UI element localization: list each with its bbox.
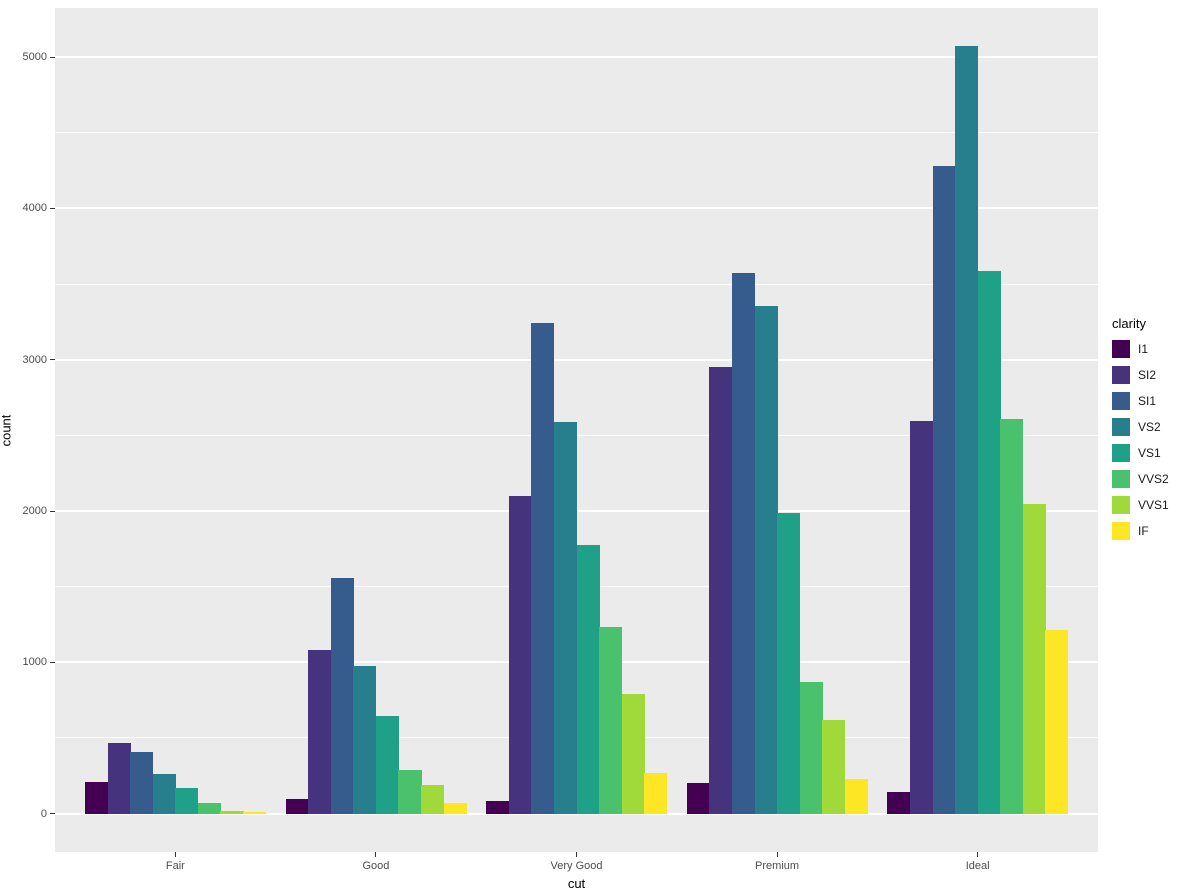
y-tick-mark [50, 359, 55, 361]
legend-item-vs1: VS1 [1112, 444, 1189, 462]
bar-very-good-si1 [531, 323, 555, 814]
bar-very-good-vs2 [553, 421, 577, 814]
legend-item-si2: SI2 [1112, 366, 1189, 384]
legend-label: VVS2 [1138, 472, 1169, 486]
bar-ideal-si2 [909, 420, 934, 814]
x-tick-mark [375, 852, 377, 857]
legend-item-vvs1: VVS1 [1112, 496, 1189, 514]
y-tick-label: 3000 [22, 353, 47, 366]
bar-good-vvs2 [398, 770, 422, 814]
y-tick-label: 5000 [22, 51, 47, 64]
legend-title: clarity [1112, 316, 1146, 331]
gridline-minor [55, 283, 1098, 285]
bar-premium-vs1 [777, 512, 801, 814]
x-tick-mark [776, 852, 778, 857]
bar-premium-i1 [686, 782, 710, 814]
bar-fair-si2 [107, 743, 131, 814]
legend-swatch-vs2 [1112, 418, 1130, 436]
legend-swatch-if [1112, 522, 1130, 540]
bar-ideal-vvs1 [1022, 503, 1046, 814]
y-axis-title: count [0, 414, 14, 447]
bar-good-vvs1 [421, 785, 445, 814]
legend-swatch-vvs2 [1112, 470, 1130, 488]
bar-very-good-if [644, 773, 668, 814]
gridline-major [55, 56, 1098, 59]
bar-premium-if [844, 778, 868, 814]
bar-premium-vvs2 [799, 682, 823, 814]
x-tick-mark [174, 852, 176, 857]
y-tick-label: 2000 [22, 505, 47, 518]
legend-swatch-vvs1 [1112, 496, 1130, 514]
legend-label: VVS1 [1138, 498, 1169, 512]
legend: clarity I1 SI2 SI1 VS2 VS1 VVS2 VVS1 IF [1112, 316, 1189, 548]
bar-good-vs2 [353, 665, 377, 814]
bar-ideal-vs2 [955, 46, 979, 814]
bar-premium-si1 [731, 272, 755, 814]
bar-fair-vs1 [175, 787, 199, 814]
bar-very-good-vvs2 [599, 626, 623, 814]
y-tick-mark [50, 813, 55, 815]
legend-item-i1: I1 [1112, 340, 1189, 358]
x-tick-label: Fair [165, 860, 185, 872]
bar-ideal-vs1 [977, 270, 1001, 814]
y-tick-mark [50, 510, 55, 512]
x-tick-label: Premium [755, 860, 800, 872]
bar-fair-if [243, 812, 267, 814]
x-axis-title: cut [567, 876, 586, 891]
bar-very-good-vvs1 [621, 694, 645, 814]
plot-panel [55, 8, 1098, 852]
legend-label: I1 [1138, 342, 1149, 356]
gridline-major [55, 812, 1098, 815]
legend-swatch-vs1 [1112, 444, 1130, 462]
bar-good-if [443, 802, 467, 814]
legend-label: VS1 [1138, 446, 1161, 460]
gridline-major [55, 358, 1098, 361]
bar-very-good-vs1 [576, 545, 600, 814]
legend-swatch-si2 [1112, 366, 1130, 384]
y-tick-label: 0 [40, 807, 47, 820]
y-tick-mark [50, 207, 55, 209]
bar-ideal-if [1045, 630, 1069, 814]
bar-premium-vs2 [754, 305, 778, 814]
y-tick-mark [50, 661, 55, 663]
bar-ideal-vvs2 [1000, 419, 1024, 814]
y-tick-label: 1000 [22, 656, 47, 669]
legend-swatch-i1 [1112, 340, 1130, 358]
bar-ideal-i1 [887, 791, 911, 814]
y-tick-label: 4000 [22, 202, 47, 215]
x-tick-mark [576, 852, 577, 857]
x-tick-label: Very Good [550, 860, 603, 872]
legend-label: SI2 [1138, 368, 1157, 382]
legend-label: VS2 [1138, 420, 1161, 434]
bar-good-si2 [308, 650, 332, 814]
x-tick-label: Good [362, 860, 390, 872]
legend-item-vvs2: VVS2 [1112, 470, 1189, 488]
x-tick-label: Ideal [965, 860, 990, 872]
y-tick-mark [50, 56, 55, 58]
gridline-minor [55, 132, 1098, 134]
bar-fair-vvs2 [197, 803, 221, 814]
bar-premium-si2 [709, 367, 733, 814]
bar-very-good-si2 [508, 495, 532, 814]
bar-fair-vs2 [152, 774, 176, 814]
bar-ideal-si1 [932, 165, 956, 814]
legend-item-vs2: VS2 [1112, 418, 1189, 436]
bar-good-si1 [330, 577, 354, 814]
x-tick-mark [977, 852, 979, 857]
legend-items: I1 SI2 SI1 VS2 VS1 VVS2 VVS1 IF [1112, 340, 1189, 540]
bar-good-i1 [285, 799, 309, 814]
bar-very-good-i1 [486, 800, 510, 814]
bar-good-vs1 [375, 715, 399, 814]
legend-swatch-si1 [1112, 392, 1130, 410]
bar-fair-i1 [85, 781, 109, 814]
legend-label: IF [1138, 524, 1149, 538]
legend-item-si1: SI1 [1112, 392, 1189, 410]
legend-label: SI1 [1138, 394, 1157, 408]
legend-item-if: IF [1112, 522, 1189, 540]
bar-fair-vvs1 [220, 811, 244, 814]
bar-premium-vvs1 [822, 720, 846, 814]
bar-fair-si1 [130, 751, 154, 814]
gridline-major [55, 207, 1098, 210]
